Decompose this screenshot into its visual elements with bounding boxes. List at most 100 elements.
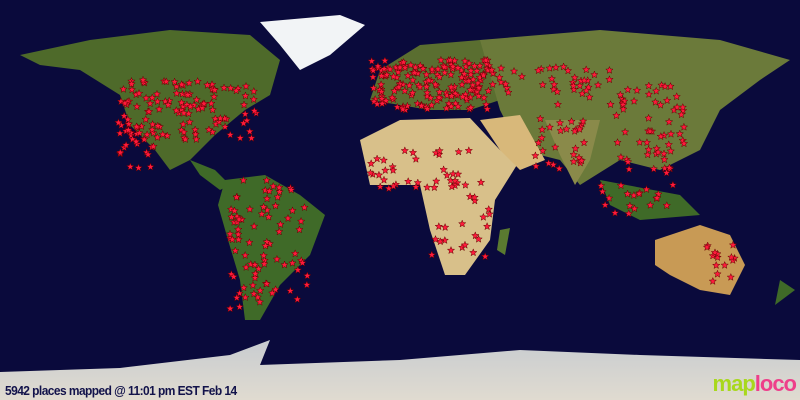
star-icon xyxy=(271,285,280,294)
star-icon xyxy=(394,82,404,91)
star-icon xyxy=(545,122,555,131)
star-icon xyxy=(596,181,606,190)
star-icon xyxy=(240,109,250,118)
star-icon xyxy=(434,93,444,102)
star-icon xyxy=(303,271,312,280)
star-icon xyxy=(634,189,644,198)
star-icon xyxy=(610,208,620,217)
star-icon xyxy=(225,304,235,313)
star-icon xyxy=(496,77,506,86)
star-icon xyxy=(466,70,476,79)
star-icon xyxy=(381,165,390,175)
star-icon xyxy=(675,129,685,138)
star-icon xyxy=(448,62,458,71)
star-icon xyxy=(245,238,254,247)
star-icon xyxy=(471,231,480,240)
star-icon xyxy=(138,75,148,84)
star-icon xyxy=(571,144,580,153)
star-icon xyxy=(164,96,174,105)
star-icon xyxy=(612,111,621,120)
star-icon xyxy=(482,221,492,231)
star-icon xyxy=(460,56,470,65)
star-icon xyxy=(300,202,309,212)
star-icon xyxy=(710,248,720,257)
star-icon xyxy=(547,74,557,83)
star-icon xyxy=(466,103,476,112)
star-icon xyxy=(567,116,576,126)
star-icon xyxy=(445,55,455,64)
star-icon xyxy=(652,144,661,153)
star-icon xyxy=(172,106,181,115)
star-icon xyxy=(555,118,565,127)
star-icon xyxy=(616,152,626,161)
maploco-logo[interactable]: maploco xyxy=(713,371,797,397)
star-icon xyxy=(389,181,398,190)
star-icon xyxy=(235,302,244,311)
star-icon xyxy=(605,75,614,84)
star-icon xyxy=(577,156,586,165)
star-icon xyxy=(374,170,384,179)
star-icon xyxy=(134,88,144,98)
star-icon xyxy=(408,148,418,157)
star-icon xyxy=(137,121,146,130)
star-icon xyxy=(153,121,163,130)
star-icon xyxy=(579,138,589,147)
star-icon xyxy=(659,149,669,158)
star-icon xyxy=(509,66,519,75)
star-icon xyxy=(582,86,591,95)
star-icon xyxy=(415,82,425,91)
star-icon xyxy=(172,88,181,98)
star-icon xyxy=(259,202,268,211)
star-icon xyxy=(228,235,237,244)
star-icon xyxy=(644,81,654,90)
star-icon xyxy=(140,134,149,144)
star-icon xyxy=(481,55,491,65)
star-icon xyxy=(427,100,436,109)
star-icon xyxy=(268,181,278,190)
star-icon xyxy=(260,259,269,268)
star-icon xyxy=(459,69,469,78)
star-icon xyxy=(408,75,418,84)
star-icon xyxy=(160,96,170,106)
star-icon xyxy=(677,110,686,119)
star-icon xyxy=(664,140,674,149)
star-icon xyxy=(570,73,579,82)
star-icon xyxy=(625,201,635,210)
star-icon xyxy=(249,221,259,230)
star-icon xyxy=(549,84,559,94)
star-icon xyxy=(250,260,260,269)
star-icon xyxy=(298,258,307,267)
star-icon xyxy=(435,87,444,96)
star-icon xyxy=(264,212,273,221)
star-icon xyxy=(293,294,302,304)
star-icon xyxy=(464,146,474,155)
star-icon xyxy=(624,164,634,173)
star-icon xyxy=(302,280,312,289)
star-icon xyxy=(708,276,718,285)
star-icon xyxy=(255,297,265,306)
star-icon xyxy=(643,150,653,159)
star-icon xyxy=(549,80,559,89)
star-icon xyxy=(662,201,672,210)
star-icon xyxy=(283,213,293,223)
star-icon xyxy=(290,249,300,258)
star-icon xyxy=(245,204,255,213)
star-icon xyxy=(432,176,441,185)
places-mapped-caption: 5942 places mapped @ 11:01 pm EST Feb 14 xyxy=(5,383,237,398)
star-icon xyxy=(177,98,186,107)
star-icon xyxy=(231,86,241,95)
star-icon xyxy=(537,133,547,142)
star-icon xyxy=(635,137,644,146)
star-icon xyxy=(388,165,398,174)
star-icon xyxy=(440,62,449,71)
star-icon xyxy=(406,60,416,69)
star-icon xyxy=(458,92,467,101)
star-icon xyxy=(549,160,558,169)
star-icon xyxy=(559,62,568,71)
star-icon xyxy=(178,119,188,128)
greenland xyxy=(260,15,365,70)
star-icon xyxy=(368,72,378,81)
star-icon xyxy=(550,142,560,151)
star-icon xyxy=(132,122,141,131)
